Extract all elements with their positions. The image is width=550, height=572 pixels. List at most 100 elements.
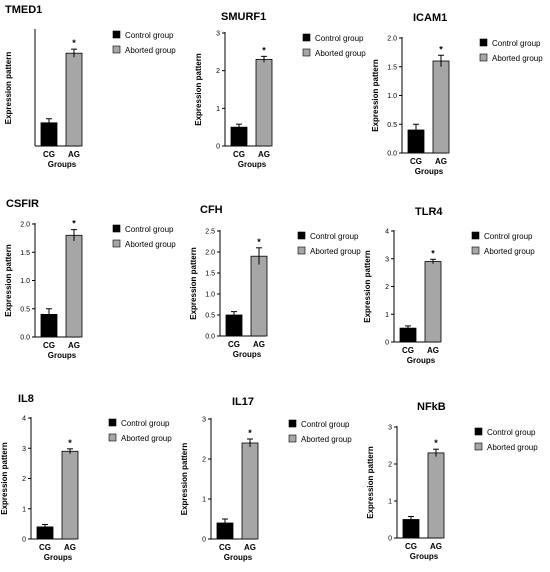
x-axis-label: Groups [407, 356, 436, 365]
legend-label: Aborted group [125, 46, 176, 55]
y-tick-label: 1 [388, 499, 392, 506]
y-axis-label: Expression pattern [4, 244, 13, 317]
y-axis-label: Expression pattern [189, 247, 198, 320]
significance-marker: * [262, 45, 266, 55]
y-tick-label: 1 [202, 497, 206, 504]
y-tick-label: 2 [388, 462, 392, 469]
y-axis-label: Expression pattern [4, 52, 13, 125]
x-tick-label: AG [68, 341, 80, 350]
x-tick-label: CG [228, 340, 240, 349]
y-axis-label: Expression pattern [366, 446, 375, 519]
bar-aborted [65, 234, 83, 338]
y-tick-label: 3 [22, 446, 26, 453]
legend-label: Aborted group [121, 434, 172, 443]
y-tick-label: 2.5 [205, 229, 215, 236]
legend-swatch-aborted [471, 246, 480, 255]
significance-marker: * [257, 237, 261, 247]
y-tick-label: 1 [216, 106, 220, 113]
legend-label: Control group [121, 419, 170, 428]
y-axis-label: Expression pattern [194, 53, 203, 126]
y-tick-label: 0 [388, 536, 392, 543]
bar-aborted [427, 452, 445, 539]
x-tick-label: AG [427, 346, 439, 355]
y-tick-label: 0.5 [20, 306, 30, 313]
panel-il17: IL17 0 1 2 3 CG * AG Groups Expression pattern Con… [180, 385, 370, 572]
y-tick-label: 4 [385, 229, 389, 236]
chart-title: NFkB [417, 401, 446, 413]
panel-csfir: CSFIR 0.0 0.5 1.0 1.5 2.0 CG * AG Groups Expressio… [0, 195, 185, 370]
y-tick-label: 1.5 [205, 271, 215, 278]
chart-title: CSFIR [6, 198, 39, 210]
significance-marker: * [434, 438, 438, 448]
y-tick-label: 1 [22, 506, 26, 513]
significance-marker: * [431, 248, 435, 258]
legend-label: Control group [125, 225, 174, 234]
significance-marker: * [248, 428, 252, 438]
bar-aborted [424, 261, 442, 343]
y-axis-label: Expression pattern [0, 442, 9, 515]
legend-label: Control group [487, 428, 536, 437]
x-tick-label: AG [258, 150, 270, 159]
x-tick-label: CG [410, 157, 422, 166]
legend-swatch-control [112, 224, 121, 233]
y-tick-label: 2 [202, 457, 206, 464]
x-tick-label: CG [43, 150, 55, 159]
legend-swatch-aborted [474, 442, 483, 451]
y-tick-label: 2.0 [205, 250, 215, 257]
y-axis-label: Expression pattern [371, 59, 380, 132]
legend-swatch-aborted [302, 48, 311, 57]
chart-title: ICAM1 [413, 12, 447, 24]
x-axis-label: Groups [415, 167, 444, 176]
panel-tlr4: TLR4 0 1 2 3 4 CG * AG Groups Expression pattern Co… [363, 195, 550, 370]
y-tick-label: 0 [385, 340, 389, 347]
legend-swatch-aborted [479, 53, 488, 62]
legend-label: Aborted group [484, 247, 535, 256]
legend-swatch-control [474, 427, 483, 436]
significance-marker: * [439, 44, 443, 54]
chart-title: CFH [200, 204, 223, 216]
legend-label: Control group [492, 39, 541, 48]
legend-label: Aborted group [315, 49, 366, 58]
x-tick-label: AG [68, 150, 80, 159]
y-tick-label: 1.0 [20, 278, 30, 285]
y-tick-label: 0.0 [20, 335, 30, 342]
y-tick-label: 0.0 [205, 334, 215, 341]
y-tick-label: 3 [385, 256, 389, 263]
y-tick-label: 1.5 [20, 250, 30, 257]
bar-aborted [250, 255, 268, 337]
x-tick-label: AG [253, 340, 265, 349]
legend-label: Control group [125, 31, 174, 40]
y-tick-label: 0.5 [387, 122, 397, 129]
bar-aborted [432, 60, 450, 154]
legend-swatch-aborted [112, 239, 121, 248]
y-tick-label: 3 [216, 31, 220, 38]
bar-aborted [65, 52, 83, 147]
x-tick-label: AG [64, 543, 76, 552]
panel-cfh: CFH 0.0 0.5 1.0 1.5 2.0 2.5 CG * AG Groups Expressi… [185, 195, 370, 370]
chart-title: TLR4 [415, 206, 443, 218]
x-tick-label: AG [430, 542, 442, 551]
y-tick-label: 2 [385, 284, 389, 291]
y-tick-label: 1.0 [205, 292, 215, 299]
legend-label: Control group [310, 232, 359, 241]
legend-label: Aborted group [310, 247, 361, 256]
y-tick-label: 3 [388, 425, 392, 432]
significance-marker: * [68, 438, 72, 448]
x-tick-label: CG [405, 542, 417, 551]
y-tick-label: 3 [202, 417, 206, 424]
y-tick-label: 2 [216, 68, 220, 75]
y-tick-label: 1.0 [387, 93, 397, 100]
x-tick-label: CG [233, 150, 245, 159]
panel-tmed1: TMED1 CG * AG Groups Expression pattern Contro… [0, 0, 185, 185]
x-axis-label: Groups [410, 552, 439, 561]
legend-swatch-aborted [108, 433, 117, 442]
x-tick-label: CG [219, 543, 231, 552]
chart-title: IL8 [18, 393, 34, 405]
